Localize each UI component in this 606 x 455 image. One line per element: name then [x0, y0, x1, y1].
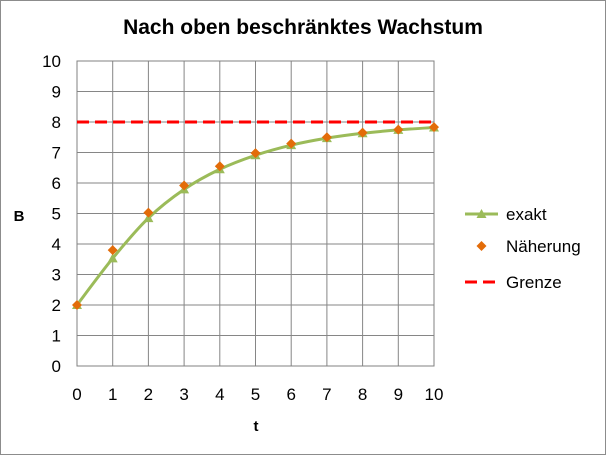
x-tick-label-2: 2: [144, 385, 153, 404]
x-tick-label-8: 8: [358, 385, 367, 404]
y-tick-label-4: 4: [52, 235, 61, 254]
legend-label-2: Grenze: [506, 273, 562, 292]
y-tick-label-5: 5: [52, 205, 61, 224]
legend: exakt Näherung Grenze: [465, 205, 581, 292]
marker-naeherung-9: [393, 124, 404, 135]
y-tick-label-3: 3: [52, 266, 61, 285]
plot-area-border: [76, 60, 435, 367]
legend-label-1: Näherung: [506, 237, 581, 256]
x-tick-label-7: 7: [322, 385, 331, 404]
x-tick-label-9: 9: [394, 385, 403, 404]
legend-label-0: exakt: [506, 205, 547, 224]
y-tick-label-1: 1: [52, 327, 61, 346]
legend-marker-naeherung: [476, 241, 487, 251]
marker-naeherung-5: [250, 148, 261, 159]
x-tick-label-6: 6: [286, 385, 295, 404]
marker-naeherung-3: [179, 180, 190, 191]
marker-naeherung-4: [214, 161, 225, 172]
y-tick-label-0: 0: [52, 357, 61, 376]
y-tick-label-7: 7: [52, 144, 61, 163]
x-tick-label-10: 10: [425, 385, 444, 404]
x-tick-label-5: 5: [251, 385, 260, 404]
legend-marker-exakt: [476, 209, 487, 218]
marker-naeherung-7: [321, 132, 332, 143]
series-layer: [72, 120, 439, 310]
marker-naeherung-6: [286, 138, 297, 149]
marker-naeherung-0: [72, 300, 82, 310]
y-axis-title: B: [14, 208, 25, 225]
x-tick-label-1: 1: [108, 385, 117, 404]
grid-layer: [76, 60, 435, 367]
marker-naeherung-10: [429, 122, 439, 133]
x-tick-label-3: 3: [179, 385, 188, 404]
y-tick-labels: 0 1 2 3 4 5 6 7 8 9 10: [42, 52, 61, 376]
x-axis-title: t: [254, 418, 259, 435]
x-tick-label-4: 4: [215, 385, 224, 404]
marker-exakt-1: [107, 253, 118, 263]
y-tick-label-9: 9: [52, 83, 61, 102]
x-tick-label-0: 0: [72, 385, 81, 404]
marker-naeherung-2: [143, 207, 154, 218]
y-tick-label-10: 10: [42, 52, 61, 71]
y-tick-label-6: 6: [52, 174, 61, 193]
x-tick-labels: 0 1 2 3 4 5 6 7 8 9 10: [72, 385, 443, 404]
marker-naeherung-1: [107, 245, 118, 256]
chart-title: Nach oben beschränktes Wachstum: [123, 16, 483, 39]
y-tick-label-2: 2: [52, 296, 61, 315]
y-tick-label-8: 8: [52, 113, 61, 132]
marker-naeherung-8: [357, 127, 368, 138]
